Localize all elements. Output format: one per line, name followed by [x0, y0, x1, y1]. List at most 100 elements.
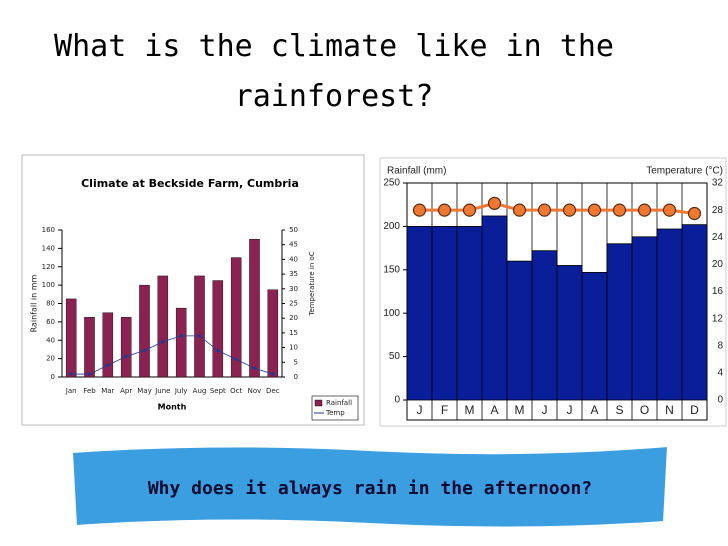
y-tick-label: 100 — [42, 281, 55, 289]
bar — [212, 280, 224, 378]
bar — [456, 225, 483, 401]
question-text: Why does it always rain in the afternoon… — [148, 478, 592, 499]
y-axis-label: Rainfall (mm) — [387, 166, 446, 177]
x-tick-label: M — [465, 403, 475, 417]
y2-tick-label: 50 — [289, 226, 298, 234]
marker — [612, 203, 627, 217]
marker — [587, 203, 602, 217]
bar — [249, 238, 260, 378]
marker — [537, 203, 552, 217]
y2-tick-label: 0 — [717, 395, 723, 406]
marker — [687, 206, 702, 221]
bar — [267, 289, 279, 378]
chart-frame — [21, 154, 365, 426]
marker — [637, 203, 652, 217]
bar — [631, 236, 658, 401]
marker — [252, 365, 257, 371]
line — [71, 335, 273, 375]
bar — [406, 225, 433, 401]
bar — [481, 215, 508, 401]
y-tick-label: 140 — [42, 244, 55, 252]
y2-tick-label: 4 — [717, 368, 723, 379]
marker — [270, 371, 276, 377]
chart-title: Climate at Beckside Farm, Cumbria — [81, 177, 299, 190]
x-tick-label: July — [174, 387, 188, 395]
marker — [87, 371, 92, 377]
y2-tick-label: 28 — [712, 205, 724, 216]
bar — [157, 275, 169, 378]
x-tick-label: Jan — [65, 387, 77, 395]
x-tick-label: J — [417, 403, 423, 417]
legend-swatch — [314, 399, 323, 407]
x-tick-label: Sept — [210, 387, 226, 395]
y2-tick-label: 45 — [289, 241, 298, 249]
y2-tick-label: 30 — [289, 285, 298, 293]
bar — [506, 260, 533, 401]
marker — [215, 348, 221, 353]
bar — [681, 224, 708, 401]
y2-tick-label: 25 — [289, 300, 298, 308]
x-tick-label: A — [590, 403, 598, 417]
marker — [142, 348, 147, 353]
bar — [531, 250, 558, 401]
marker — [487, 196, 502, 210]
y2-tick-label: 10 — [289, 344, 298, 352]
marker — [160, 339, 166, 344]
bar — [656, 228, 683, 401]
y2-tick-label: 32 — [712, 178, 724, 189]
marker — [123, 354, 129, 359]
y-tick-label: 60 — [46, 318, 55, 326]
x-tick-label: D — [690, 403, 699, 417]
y-tick-label: 150 — [383, 264, 400, 275]
x-tick-label: J — [542, 403, 548, 417]
bar — [120, 317, 132, 378]
marker — [105, 363, 111, 368]
y-tick-label: 0 — [51, 373, 55, 381]
x-tick-label: N — [665, 403, 674, 417]
x-tick-label: J — [567, 403, 573, 417]
x-tick-label: Mar — [101, 387, 114, 395]
legend-label: Temp — [325, 409, 345, 417]
marker — [178, 333, 184, 339]
y-tick-label: 250 — [383, 178, 400, 189]
bar — [556, 265, 583, 401]
x-tick-label: M — [515, 403, 525, 417]
x-tick-label: Nov — [248, 387, 262, 395]
bar — [139, 284, 150, 378]
bar — [102, 312, 114, 378]
x-tick-label: O — [640, 403, 649, 417]
y-tick-label: 20 — [46, 355, 55, 363]
marker — [662, 203, 677, 217]
x-tick-label: June — [154, 387, 170, 395]
bar — [230, 257, 242, 378]
marker — [68, 371, 74, 377]
y2-tick-label: 5 — [294, 358, 298, 366]
bar — [84, 317, 95, 378]
y-tick-label: 160 — [42, 226, 55, 234]
y-tick-label: 40 — [46, 336, 55, 344]
bar — [65, 298, 77, 378]
slide-title: What is the climate like in the rainfore… — [54, 29, 614, 114]
x-tick-label: S — [615, 403, 623, 417]
bar — [431, 225, 458, 401]
y2-tick-label: 0 — [294, 373, 298, 381]
marker — [437, 203, 452, 217]
y-tick-label: 200 — [383, 221, 400, 232]
x-tick-label: Apr — [120, 387, 132, 395]
y-tick-label: 50 — [389, 351, 401, 362]
bar — [581, 272, 608, 401]
y2-tick-label: 20 — [289, 314, 298, 322]
legend-label: Rainfall — [326, 399, 352, 407]
y-axis-label: Rainfall in mm — [30, 274, 39, 332]
y-tick-label: 120 — [42, 263, 55, 271]
marker — [512, 203, 527, 217]
x-tick-label: May — [137, 387, 151, 395]
y-tick-label: 100 — [383, 308, 400, 319]
y2-tick-label: 8 — [717, 340, 723, 351]
question-banner — [70, 444, 670, 529]
bar — [606, 243, 633, 401]
marker — [562, 203, 577, 217]
marker — [233, 357, 239, 362]
y2-tick-label: 35 — [289, 270, 298, 278]
